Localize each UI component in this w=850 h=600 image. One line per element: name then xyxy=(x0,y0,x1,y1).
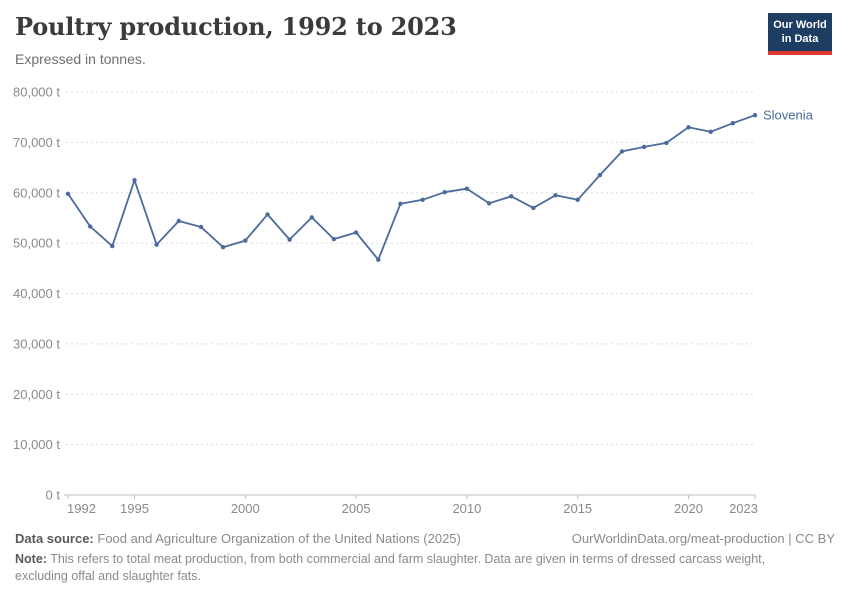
data-point-2004[interactable] xyxy=(331,236,337,242)
data-point-2012[interactable] xyxy=(509,194,514,199)
x-axis: 1992 1995 2000 2005 2010 2015 2020 2023 xyxy=(67,495,758,516)
data-source-label: Data source: xyxy=(15,531,94,546)
x-axis-tick-label: 2015 xyxy=(563,501,592,516)
data-point-1995[interactable] xyxy=(132,178,137,183)
data-source-line: Data source: Food and Agriculture Organi… xyxy=(15,531,461,546)
y-axis-tick-label: 50,000 t xyxy=(13,236,60,251)
y-gridlines xyxy=(64,91,755,496)
data-point-2008[interactable] xyxy=(420,197,425,202)
note-label: Note: xyxy=(15,552,47,566)
data-point-1998[interactable] xyxy=(198,224,204,230)
data-point-2005[interactable] xyxy=(353,230,359,235)
data-point-2019[interactable] xyxy=(664,140,669,146)
x-axis-tick-label: 2000 xyxy=(231,501,260,516)
y-axis-tick-label: 0 t xyxy=(46,488,61,503)
y-axis-tick-label: 10,000 t xyxy=(13,437,60,452)
data-point-1993[interactable] xyxy=(88,224,93,229)
data-point-1997[interactable] xyxy=(176,218,181,224)
x-axis-tick-label: 2023 xyxy=(729,501,758,516)
y-axis-tick-label: 20,000 t xyxy=(13,387,60,402)
data-point-2023[interactable] xyxy=(752,113,758,118)
page-title: Poultry production, 1992 to 2023 xyxy=(15,12,457,41)
y-axis-tick-label: 60,000 t xyxy=(13,185,60,200)
series-entity-label: Slovenia xyxy=(763,108,814,123)
chart-subtitle: Expressed in tonnes. xyxy=(15,51,146,67)
data-point-2003[interactable] xyxy=(309,215,314,220)
data-point-2009[interactable] xyxy=(442,190,447,195)
owid-logo-line2: in Data xyxy=(781,33,819,46)
owid-logo[interactable]: Our World in Data xyxy=(768,13,832,55)
y-axis-tick-label: 30,000 t xyxy=(13,336,60,351)
data-point-2011[interactable] xyxy=(486,201,492,206)
data-point-2017[interactable] xyxy=(619,149,625,154)
y-axis-tick-label: 40,000 t xyxy=(13,286,60,301)
data-point-2013[interactable] xyxy=(531,205,536,211)
owid-logo-line1: Our World xyxy=(773,19,827,31)
data-point-2002[interactable] xyxy=(287,237,292,242)
x-axis-tick-label: 2010 xyxy=(452,501,481,516)
y-axis-tick-label: 70,000 t xyxy=(13,135,60,150)
data-point-2014[interactable] xyxy=(553,193,558,198)
note-text: This refers to total meat production, fr… xyxy=(15,552,766,583)
data-point-2018[interactable] xyxy=(642,144,647,150)
data-point-2020[interactable] xyxy=(686,125,691,130)
data-point-2010[interactable] xyxy=(464,186,470,191)
x-axis-tick-label: 2005 xyxy=(342,501,371,516)
chart-note: Note: This refers to total meat producti… xyxy=(15,551,803,585)
data-point-2015[interactable] xyxy=(575,197,580,202)
owid-citation-link[interactable]: OurWorldinData.org/meat-production | CC … xyxy=(571,531,835,546)
data-point-2016[interactable] xyxy=(597,172,603,178)
x-axis-tick-label: 1992 xyxy=(67,501,96,516)
data-point-1999[interactable] xyxy=(220,245,226,250)
data-point-2006[interactable] xyxy=(376,257,381,262)
x-axis-tick-label: 1995 xyxy=(120,501,149,516)
data-point-1996[interactable] xyxy=(154,242,159,247)
data-point-2021[interactable] xyxy=(708,129,713,134)
data-point-1992[interactable] xyxy=(65,191,71,196)
data-point-2007[interactable] xyxy=(398,201,403,206)
series-line-slovenia xyxy=(67,114,756,261)
data-source-text: Food and Agriculture Organization of the… xyxy=(97,531,461,546)
series-markers xyxy=(65,113,758,262)
data-point-2001[interactable] xyxy=(265,212,270,217)
y-axis-tick-label: 80,000 t xyxy=(13,85,60,100)
x-axis-tick-label: 2020 xyxy=(674,501,703,516)
data-point-2000[interactable] xyxy=(243,238,248,243)
data-point-2022[interactable] xyxy=(730,121,735,126)
data-point-1994[interactable] xyxy=(110,243,115,249)
